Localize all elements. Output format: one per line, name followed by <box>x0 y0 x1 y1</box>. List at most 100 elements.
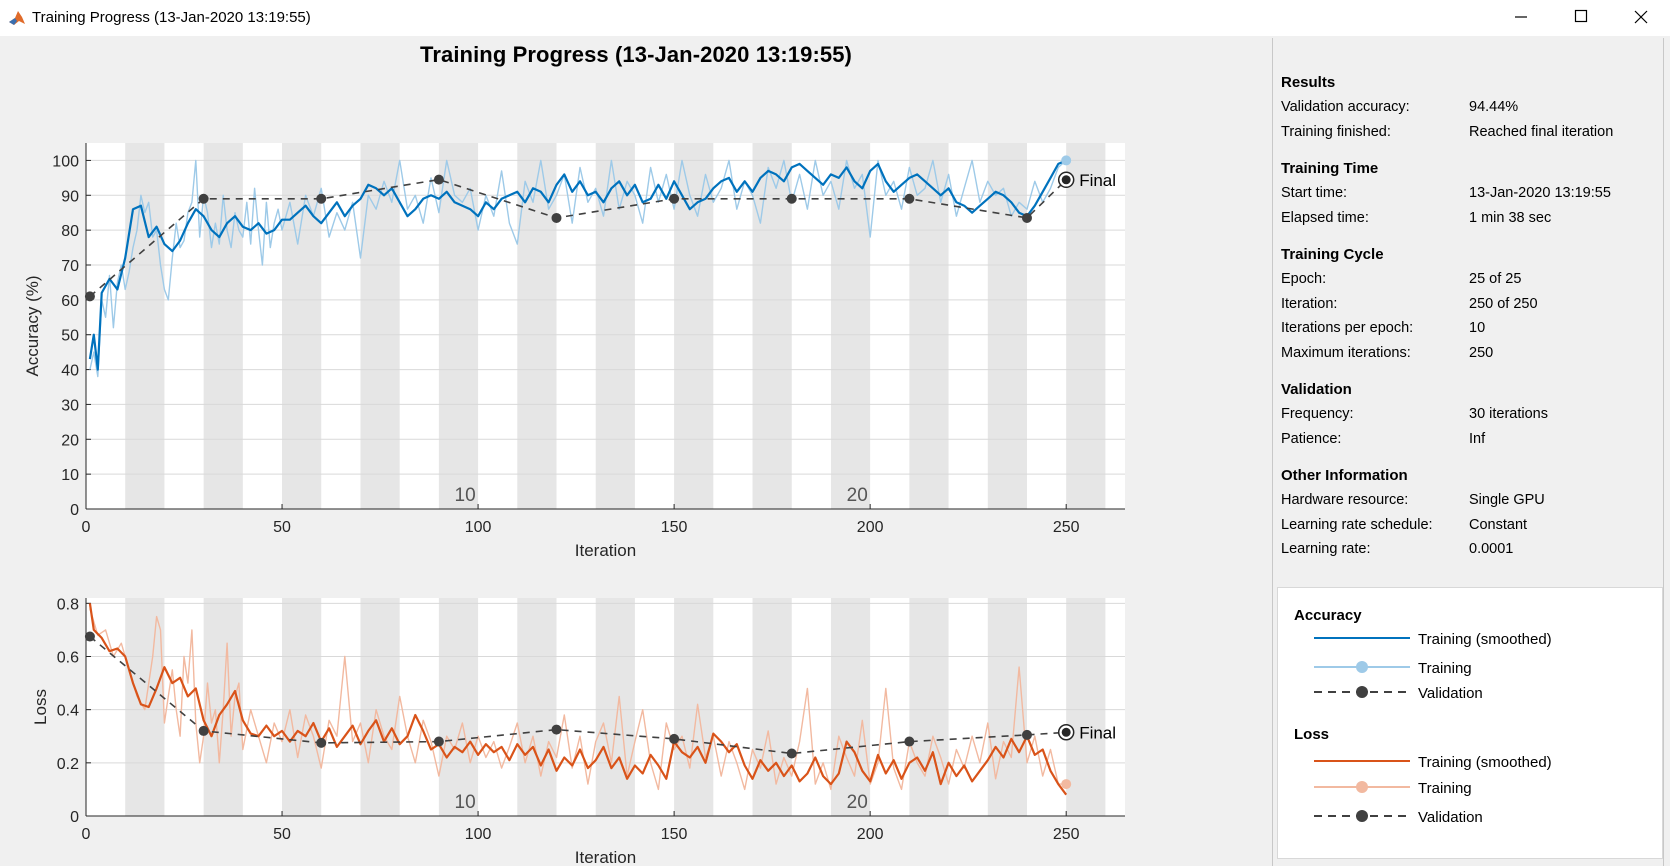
y-tick-label: 0 <box>70 502 79 519</box>
series-line-training-smoothed <box>88 603 1068 796</box>
series-line-training <box>89 159 1067 378</box>
y-tick-label: 90 <box>61 188 79 205</box>
final-validation-point <box>1061 175 1071 185</box>
validation-point <box>669 193 680 204</box>
info-label: Iteration: <box>1281 295 1338 312</box>
epoch-band <box>1066 143 1106 509</box>
epoch-band <box>517 598 557 816</box>
validation-point <box>316 737 327 748</box>
x-tick-label: 50 <box>273 826 291 843</box>
legend-acc-smoothed-label: Training (smoothed) <box>1418 631 1552 648</box>
epoch-band <box>595 143 635 509</box>
legend-loss-title: Loss <box>1294 726 1330 743</box>
x-tick-label: 200 <box>857 826 884 843</box>
window-titlebar[interactable]: Training Progress (13-Jan-2020 13:19:55) <box>0 0 1670 36</box>
series-line-training-smoothed <box>88 159 1067 371</box>
series-line-validation <box>89 635 1067 755</box>
x-tick-label: 200 <box>857 519 884 536</box>
validation-point <box>786 748 797 759</box>
info-value: Single GPU <box>1469 492 1545 508</box>
info-value: 250 <box>1469 344 1494 361</box>
y-tick-label: 60 <box>61 293 79 310</box>
final-training-point <box>1061 155 1072 166</box>
epoch-band <box>830 143 871 509</box>
validation-point <box>786 193 797 204</box>
x-tick-label: 250 <box>1053 519 1080 536</box>
info-sidebar: Results Validation accuracy: 94.44% Trainin… <box>1272 38 1664 866</box>
maximize-button[interactable] <box>1552 0 1610 34</box>
epoch-band <box>517 143 557 509</box>
info-label: Elapsed time: <box>1281 209 1369 226</box>
epoch-band <box>909 143 949 509</box>
legend-acc-validation-label: Validation <box>1418 685 1483 702</box>
y-tick-label: 30 <box>61 397 79 414</box>
training-info-panel[interactable]: Results Validation accuracy: 94.44% Trainin… <box>1273 38 1663 588</box>
epoch-band <box>360 143 400 509</box>
epoch-band <box>203 143 243 509</box>
x-tick-label: 150 <box>661 519 688 536</box>
y-tick-label: 40 <box>61 363 79 380</box>
close-button[interactable] <box>1612 0 1670 34</box>
epoch-band <box>125 143 165 509</box>
legend-loss-training-swatch <box>1314 781 1410 793</box>
validation-point <box>433 174 444 185</box>
info-label: Maximum iterations: <box>1281 344 1411 361</box>
info-section-title: Training Cycle <box>1281 246 1384 263</box>
info-label: Training finished: <box>1281 123 1391 140</box>
epoch-band <box>987 598 1027 816</box>
final-label: Final <box>1079 171 1116 190</box>
y-axis-label: Accuracy (%) <box>23 275 42 376</box>
legend-panel: Accuracy Training (smoothed) Training Va… <box>1277 587 1663 859</box>
x-axis-label: Iteration <box>575 541 636 560</box>
info-value: 10 <box>1469 320 1486 336</box>
info-value: Inf <box>1469 430 1486 447</box>
info-label: Validation accuracy: <box>1281 99 1410 115</box>
legend-loss-smoothed-swatch <box>1314 760 1410 762</box>
minimize-button[interactable] <box>1492 0 1550 34</box>
epoch-band <box>752 598 792 816</box>
info-label: Start time: <box>1281 185 1348 201</box>
plot-area: Training Progress (13-Jan-2020 13:19:55)… <box>0 36 1272 866</box>
x-tick-label: 250 <box>1053 826 1080 843</box>
x-axis-label: Iteration <box>575 848 636 866</box>
info-label: Epoch: <box>1281 271 1327 287</box>
validation-point <box>84 291 95 302</box>
x-tick-label: 0 <box>82 826 91 843</box>
y-tick-label: 0.6 <box>57 649 79 666</box>
y-axis-label: Loss <box>31 689 50 725</box>
y-tick-label: 0 <box>70 809 79 826</box>
window-title: Training Progress (13-Jan-2020 13:19:55) <box>32 9 311 26</box>
info-value: 94.44% <box>1469 99 1519 115</box>
legend-acc-training-swatch <box>1314 661 1410 673</box>
matlab-logo-icon <box>9 11 25 25</box>
final-label: Final <box>1079 723 1116 742</box>
info-value: Reached final iteration <box>1469 123 1614 140</box>
y-tick-label: 50 <box>61 328 79 345</box>
y-tick-label: 0.8 <box>57 596 79 613</box>
legend-loss-validation-swatch <box>1314 810 1410 822</box>
info-label: Learning rate: <box>1281 541 1371 557</box>
epoch-band <box>282 598 322 816</box>
validation-point <box>551 724 562 735</box>
validation-point <box>84 631 95 642</box>
epoch-band <box>830 598 871 816</box>
epoch-band <box>438 598 479 816</box>
info-value: 30 iterations <box>1469 406 1548 422</box>
x-tick-label: 0 <box>82 519 91 536</box>
legend-acc-training-label: Training <box>1418 660 1472 677</box>
epoch-label: 10 <box>455 485 476 506</box>
info-label: Frequency: <box>1281 406 1354 422</box>
epoch-band <box>595 598 635 816</box>
x-tick-label: 100 <box>465 826 492 843</box>
info-section-title: Other Information <box>1281 467 1408 484</box>
info-value: 25 of 25 <box>1469 271 1522 287</box>
legend-acc-smoothed-swatch <box>1314 637 1410 639</box>
info-section-title: Training Time <box>1281 160 1379 177</box>
epoch-band <box>282 143 322 509</box>
final-training-point <box>1061 779 1072 790</box>
x-tick-label: 150 <box>661 826 688 843</box>
legend-loss-smoothed-label: Training (smoothed) <box>1418 754 1552 771</box>
epoch-label: 10 <box>455 792 476 813</box>
series-line-validation <box>89 178 1067 298</box>
